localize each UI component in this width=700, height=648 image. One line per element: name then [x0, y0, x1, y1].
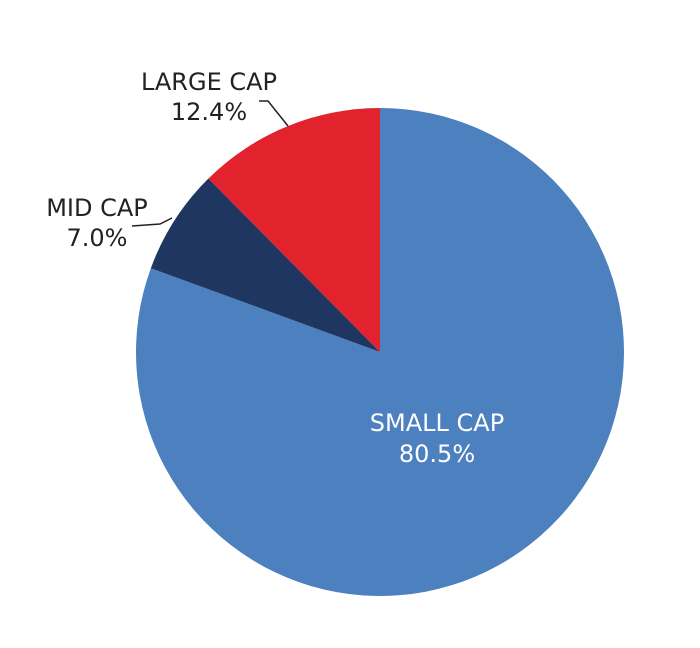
leader-line-mid-cap	[131, 217, 173, 227]
pie-slice-large-cap	[208, 107, 380, 352]
slice-value-large-cap: 12.4%	[171, 98, 247, 126]
pie-slices	[136, 107, 625, 596]
slice-value-mid-cap: 7.0%	[67, 224, 128, 252]
slice-label-mid-cap: MID CAP	[46, 194, 148, 222]
leader-line-large-cap	[259, 100, 289, 127]
pie-slice-small-cap	[136, 107, 625, 596]
slice-label-large-cap: LARGE CAP	[141, 68, 277, 96]
pie-slice-mid-cap	[150, 178, 380, 352]
slice-label-small-cap: SMALL CAP	[370, 409, 504, 437]
slice-value-small-cap: 80.5%	[399, 440, 475, 468]
